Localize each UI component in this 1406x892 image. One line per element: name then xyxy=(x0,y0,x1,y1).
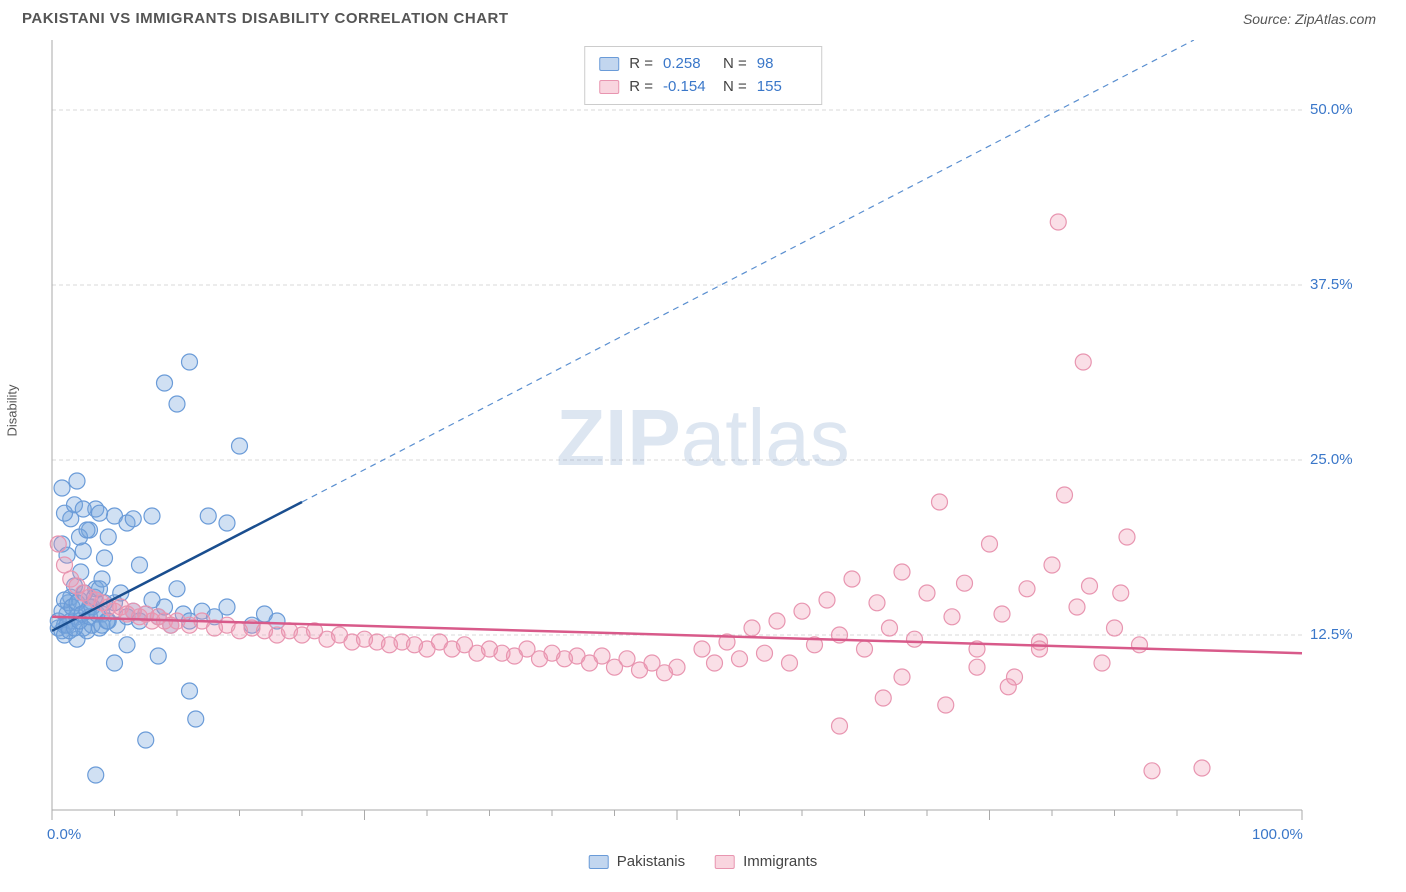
y-tick-label-1: 12.5% xyxy=(1310,626,1353,643)
stats-row-1: R = 0.258 N = 98 xyxy=(599,53,807,76)
x-axis-max-label: 100.0% xyxy=(1252,826,1303,843)
legend-item-2: Immigrants xyxy=(715,853,817,870)
y-tick-label-3: 37.5% xyxy=(1310,276,1353,293)
legend-item-1: Pakistanis xyxy=(589,853,685,870)
chart-container: Disability ZIPatlas R = 0.258 N = 98 R =… xyxy=(22,40,1384,870)
legend-swatch-2 xyxy=(715,855,735,869)
bottom-legend: Pakistanis Immigrants xyxy=(589,853,818,870)
y-tick-label-2: 25.0% xyxy=(1310,451,1353,468)
x-axis-min-label: 0.0% xyxy=(47,826,81,843)
stats-swatch-1 xyxy=(599,57,619,71)
stats-box: R = 0.258 N = 98 R = -0.154 N = 155 xyxy=(584,46,822,105)
legend-label-1: Pakistanis xyxy=(617,853,685,870)
chart-source: Source: ZipAtlas.com xyxy=(1243,11,1376,27)
y-tick-label-4: 50.0% xyxy=(1310,101,1353,118)
chart-header: PAKISTANI VS IMMIGRANTS DISABILITY CORRE… xyxy=(0,0,1406,35)
scatter-plot xyxy=(22,40,1382,870)
stats-row-2: R = -0.154 N = 155 xyxy=(599,76,807,99)
legend-label-2: Immigrants xyxy=(743,853,817,870)
y-axis-label: Disability xyxy=(5,384,20,436)
stats-swatch-2 xyxy=(599,80,619,94)
chart-title: PAKISTANI VS IMMIGRANTS DISABILITY CORRE… xyxy=(22,10,509,27)
legend-swatch-1 xyxy=(589,855,609,869)
